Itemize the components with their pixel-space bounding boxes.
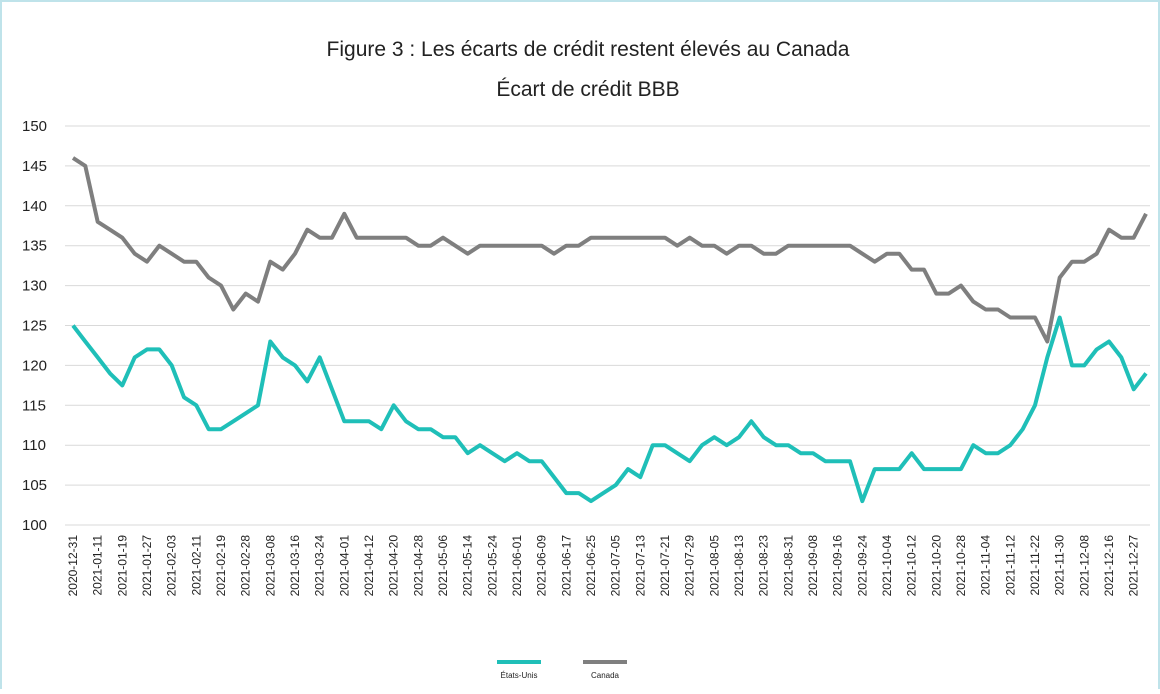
x-tick-label: 2021-07-13 <box>633 535 647 597</box>
y-tick-label: 105 <box>22 477 47 494</box>
y-tick-label: 125 <box>22 318 47 335</box>
x-tick-label: 2021-08-23 <box>757 535 771 597</box>
y-tick-label: 140 <box>22 198 47 215</box>
series-line <box>71 315 1148 504</box>
x-tick-label: 2021-09-16 <box>831 535 845 597</box>
x-tick-label: 2021-08-05 <box>707 535 721 597</box>
x-tick-label: 2021-04-01 <box>337 535 351 597</box>
x-tick-label: 2021-09-24 <box>855 535 869 597</box>
x-tick-label: 2021-07-05 <box>609 535 623 597</box>
x-tick-label: 2021-02-03 <box>165 535 179 597</box>
x-tick-label: 2021-03-24 <box>313 535 327 597</box>
x-tick-label: 2021-12-16 <box>1102 535 1116 597</box>
x-tick-label: 2021-04-20 <box>387 535 401 597</box>
x-tick-label: 2021-03-08 <box>263 535 277 597</box>
x-tick-label: 2021-10-28 <box>954 535 968 597</box>
x-tick-label: 2021-12-08 <box>1077 535 1091 597</box>
series-line <box>71 156 1148 344</box>
y-tick-label: 145 <box>22 158 47 175</box>
x-tick-label: 2021-12-27 <box>1127 535 1141 597</box>
y-tick-label: 100 <box>22 517 47 534</box>
x-tick-label: 2021-01-19 <box>115 535 129 597</box>
x-tick-label: 2021-02-11 <box>189 535 203 596</box>
x-tick-label: 2021-11-12 <box>1003 535 1017 596</box>
x-tick-label: 2021-06-25 <box>584 535 598 597</box>
y-tick-label: 135 <box>22 238 47 255</box>
x-tick-label: 2021-11-22 <box>1028 535 1042 596</box>
x-tick-label: 2021-05-24 <box>485 535 499 597</box>
x-tick-label: 2021-11-30 <box>1053 535 1067 596</box>
y-tick-label: 120 <box>22 357 47 374</box>
x-tick-label: 2021-08-13 <box>732 535 746 597</box>
legend-label: États-Unis <box>501 671 538 680</box>
x-tick-label: 2021-09-08 <box>806 535 820 597</box>
chart-subtitle: Écart de crédit BBB <box>496 78 679 101</box>
x-tick-label: 2021-05-14 <box>461 535 475 597</box>
legend-label: Canada <box>591 671 620 680</box>
y-tick-label: 110 <box>22 437 46 454</box>
x-tick-label: 2021-10-12 <box>905 535 919 597</box>
x-tick-label: 2021-07-21 <box>658 535 672 597</box>
x-tick-label: 2021-07-29 <box>683 535 697 597</box>
x-tick-label: 2021-04-12 <box>362 535 376 597</box>
x-tick-label: 2021-11-04 <box>979 535 993 596</box>
y-tick-label: 150 <box>22 118 47 135</box>
x-tick-label: 2021-08-31 <box>781 535 795 597</box>
y-tick-label: 115 <box>22 397 46 414</box>
x-tick-label: 2021-04-28 <box>411 535 425 597</box>
x-tick-label: 2021-05-06 <box>436 535 450 597</box>
x-tick-label: 2021-10-04 <box>880 535 894 597</box>
chart-title: Figure 3 : Les écarts de crédit restent … <box>327 38 850 61</box>
x-tick-label: 2021-02-19 <box>214 535 228 597</box>
x-tick-label: 2021-02-28 <box>239 535 253 597</box>
x-tick-label: 2021-10-20 <box>929 535 943 597</box>
x-tick-label: 2021-06-09 <box>535 535 549 597</box>
x-tick-label: 2021-03-16 <box>288 535 302 597</box>
x-tick-label: 2020-12-31 <box>66 535 80 597</box>
x-tick-label: 2021-01-11 <box>91 535 105 596</box>
x-tick-label: 2021-01-27 <box>140 535 154 597</box>
y-tick-label: 130 <box>22 278 47 295</box>
x-tick-label: 2021-06-17 <box>559 535 573 597</box>
x-tick-label: 2021-06-01 <box>510 535 524 597</box>
